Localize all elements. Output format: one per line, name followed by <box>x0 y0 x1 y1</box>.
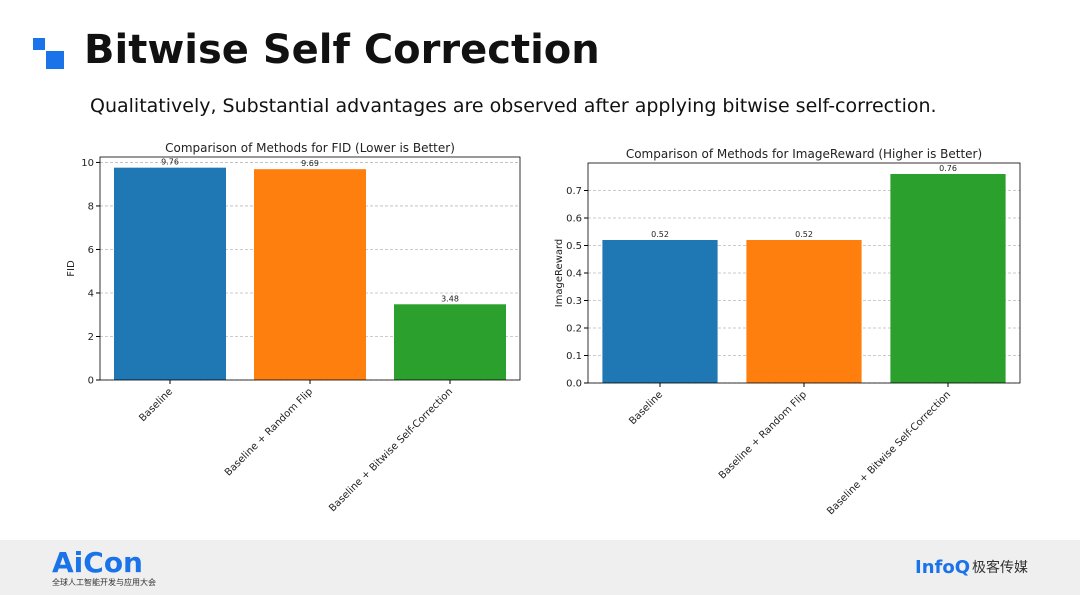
slide-title: Bitwise Self Correction <box>84 27 600 73</box>
x-tick-label: Baseline + Bitwise Self-Correction <box>327 386 455 514</box>
plot-frame <box>587 162 1021 384</box>
footer-caption: 全球人工智能开发与应用大会 <box>52 577 156 587</box>
value-label: 3.48 <box>441 294 459 303</box>
y-tick-label: 0.5 <box>566 241 582 252</box>
value-label: 0.76 <box>939 164 957 173</box>
y-tick-label: 0.6 <box>566 214 582 225</box>
chart-title: Comparison of Methods for ImageReward (H… <box>626 147 982 161</box>
footer-caption: 极客传媒 <box>972 559 1028 576</box>
bar <box>602 240 718 383</box>
footer <box>0 540 1080 595</box>
value-label: 0.52 <box>651 230 669 239</box>
x-tick-label: Baseline <box>627 389 665 427</box>
chart-title: Comparison of Methods for FID (Lower is … <box>165 141 455 155</box>
y-tick-label: 6 <box>88 245 94 256</box>
y-axis-label: ImageReward <box>554 239 565 308</box>
x-tick-label: Baseline + Random Flip <box>717 389 809 481</box>
bar <box>890 174 1006 383</box>
y-tick-label: 4 <box>88 288 94 299</box>
logo-square <box>46 51 64 69</box>
value-label: 9.69 <box>301 159 319 168</box>
y-tick-label: 0.0 <box>566 379 582 390</box>
x-tick-label: Baseline <box>137 386 175 424</box>
bar <box>746 240 862 383</box>
footer-logo: AiCon <box>52 546 143 579</box>
plot-frame <box>99 156 521 381</box>
value-label: 9.76 <box>161 158 179 167</box>
y-axis-label: FID <box>66 260 77 277</box>
x-tick-label: Baseline + Bitwise Self-Correction <box>825 389 953 517</box>
footer-logo: InfoQ <box>915 557 970 578</box>
y-tick-label: 0.4 <box>566 269 582 280</box>
bar <box>254 169 366 380</box>
y-tick-label: 0.2 <box>566 324 582 335</box>
y-tick-label: 0 <box>88 376 94 387</box>
value-label: 0.52 <box>795 230 813 239</box>
y-tick-label: 10 <box>81 158 94 169</box>
y-tick-label: 0.1 <box>566 351 582 362</box>
bar <box>394 304 506 380</box>
y-tick-label: 0.7 <box>566 186 582 197</box>
y-tick-label: 8 <box>88 201 94 212</box>
logo-square <box>33 38 45 50</box>
x-tick-label: Baseline + Random Flip <box>223 386 315 478</box>
bar <box>114 167 226 380</box>
y-tick-label: 0.3 <box>566 296 582 307</box>
slide-subtitle: Qualitatively, Substantial advantages ar… <box>90 95 937 117</box>
y-tick-label: 2 <box>88 332 94 343</box>
